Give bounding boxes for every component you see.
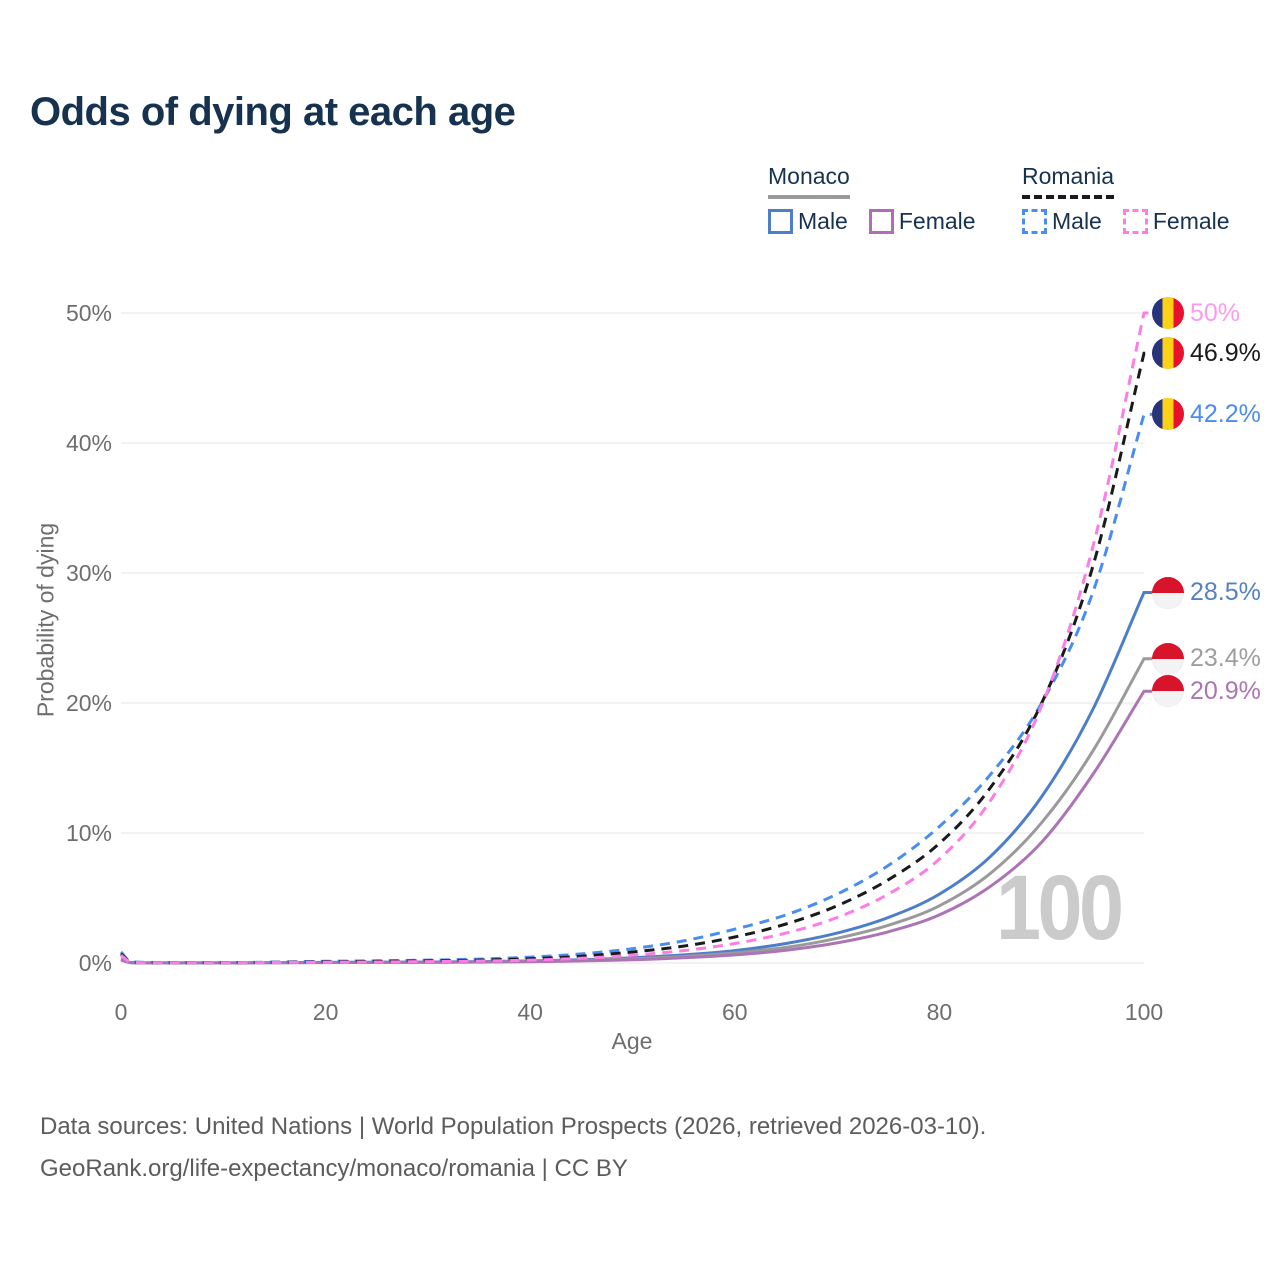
legend-label: Female <box>898 208 976 234</box>
x-tick-label: 20 <box>312 999 339 1025</box>
x-tick-label: 0 <box>114 999 128 1025</box>
legend-label: Male <box>1052 208 1102 234</box>
legend: Monaco Male Female Romania Male <box>0 163 1280 243</box>
end-value-label: 46.9% <box>1190 338 1261 367</box>
legend-country-romania: Romania <box>1022 163 1115 199</box>
legend-swatch-romania-female <box>1122 209 1148 234</box>
series-line-monaco-female <box>120 689 1153 965</box>
end-value-label: 23.4% <box>1190 644 1261 673</box>
x-tick-label: 100 <box>1124 999 1164 1025</box>
y-tick-label: 20% <box>65 690 112 716</box>
legend-item-monaco-female[interactable]: Female <box>868 208 976 235</box>
legend-swatch-monaco-male <box>768 209 793 234</box>
footer-link[interactable]: GeoRank.org/life-expectancy/monaco/roman… <box>40 1155 628 1182</box>
x-tick-label: 40 <box>517 999 543 1025</box>
monaco-flag-icon <box>1152 576 1184 609</box>
end-value-label: 42.2% <box>1190 399 1261 428</box>
footer: Data sources: United Nations | World Pop… <box>40 1106 986 1190</box>
end-label-monaco-both: 23.4% <box>1152 642 1261 675</box>
end-value-label: 50% <box>1190 298 1241 327</box>
romania-flag-icon <box>1152 337 1184 370</box>
end-value-label: 20.9% <box>1190 676 1261 705</box>
legend-group-monaco: Monaco Male Female <box>768 163 997 235</box>
age-counter-watermark: 100 <box>996 857 1124 959</box>
legend-item-monaco-male[interactable]: Male <box>768 208 848 235</box>
y-tick-label: 0% <box>78 950 112 976</box>
x-tick-label: 80 <box>926 999 953 1025</box>
x-axis-title: Age <box>611 1028 653 1054</box>
end-label-monaco-male: 28.5% <box>1152 576 1261 609</box>
y-tick-label: 40% <box>65 430 112 456</box>
romania-flag-icon <box>1152 297 1184 329</box>
series-line-romania-female <box>120 311 1153 965</box>
legend-label: Female <box>1152 208 1230 234</box>
legend-swatch-romania-male <box>1022 209 1047 234</box>
end-label-monaco-female: 20.9% <box>1152 675 1261 708</box>
legend-group-romania: Romania Male Female <box>1022 163 1251 235</box>
monaco-flag-icon <box>1152 675 1184 708</box>
series-line-monaco-male <box>120 591 1153 965</box>
end-label-romania-female: 50% <box>1152 297 1240 329</box>
legend-item-romania-male[interactable]: Male <box>1022 208 1102 235</box>
legend-item-romania-female[interactable]: Female <box>1122 208 1230 235</box>
series-line-romania-male <box>119 412 1153 965</box>
y-tick-label: 10% <box>65 820 112 846</box>
legend-country-monaco: Monaco <box>768 163 850 199</box>
romania-flag-icon <box>1152 398 1184 431</box>
series-line-monaco-both <box>120 657 1153 965</box>
y-axis-title: Probability of dying <box>32 522 59 718</box>
monaco-flag-icon <box>1152 642 1184 675</box>
end-label-romania-both: 46.9% <box>1152 337 1261 370</box>
x-tick-label: 60 <box>722 999 748 1025</box>
series-line-romania-both <box>120 351 1153 965</box>
legend-swatch-monaco-female <box>868 209 894 234</box>
y-tick-label: 30% <box>65 560 112 586</box>
end-value-label: 28.5% <box>1190 578 1261 606</box>
y-tick-label: 50% <box>65 300 112 326</box>
end-label-romania-male: 42.2% <box>1152 398 1261 431</box>
page-title: Odds of dying at each age <box>30 90 516 134</box>
footer-sources: Data sources: United Nations | World Pop… <box>40 1113 987 1140</box>
legend-label: Male <box>798 208 848 234</box>
